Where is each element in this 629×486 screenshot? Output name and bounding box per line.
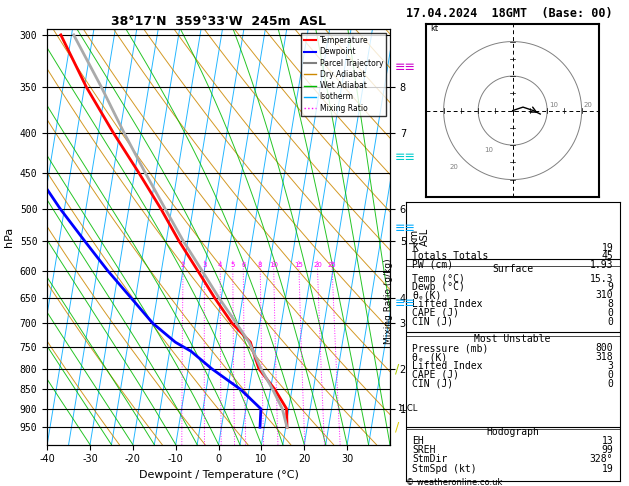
Text: PW (cm): PW (cm) xyxy=(412,260,454,270)
Text: 15.3: 15.3 xyxy=(589,274,613,283)
Text: 3: 3 xyxy=(203,262,207,268)
Text: ≡≡: ≡≡ xyxy=(395,222,416,235)
Text: /: / xyxy=(395,362,399,375)
Text: 0: 0 xyxy=(607,370,613,380)
Y-axis label: km
ASL: km ASL xyxy=(409,228,430,246)
Text: 1LCL: 1LCL xyxy=(397,404,417,413)
Text: EH: EH xyxy=(412,436,424,446)
Text: Temp (°C): Temp (°C) xyxy=(412,274,465,283)
Text: 19: 19 xyxy=(601,243,613,253)
Text: 19: 19 xyxy=(601,464,613,473)
Text: 318: 318 xyxy=(596,352,613,362)
Text: Hodograph: Hodograph xyxy=(486,427,539,437)
Text: kt: kt xyxy=(430,24,438,33)
Text: Pressure (mb): Pressure (mb) xyxy=(412,343,489,353)
Text: K: K xyxy=(412,243,418,253)
Text: 4: 4 xyxy=(218,262,223,268)
Text: Dewp (°C): Dewp (°C) xyxy=(412,282,465,292)
Text: StmDir: StmDir xyxy=(412,454,447,464)
Text: 15: 15 xyxy=(294,262,303,268)
Legend: Temperature, Dewpoint, Parcel Trajectory, Dry Adiabat, Wet Adiabat, Isotherm, Mi: Temperature, Dewpoint, Parcel Trajectory… xyxy=(301,33,386,116)
Text: CIN (J): CIN (J) xyxy=(412,379,454,389)
Text: SREH: SREH xyxy=(412,445,436,455)
Text: θₑ(K): θₑ(K) xyxy=(412,290,442,300)
Text: 2: 2 xyxy=(181,262,185,268)
Text: 25: 25 xyxy=(328,262,337,268)
Text: 0: 0 xyxy=(607,308,613,318)
Text: 9: 9 xyxy=(607,282,613,292)
Text: 13: 13 xyxy=(601,436,613,446)
Text: 10: 10 xyxy=(269,262,278,268)
X-axis label: Dewpoint / Temperature (°C): Dewpoint / Temperature (°C) xyxy=(138,470,299,480)
Text: CAPE (J): CAPE (J) xyxy=(412,370,459,380)
Text: 8: 8 xyxy=(258,262,262,268)
Text: CIN (J): CIN (J) xyxy=(412,316,454,327)
Text: Totals Totals: Totals Totals xyxy=(412,251,489,261)
Text: Lifted Index: Lifted Index xyxy=(412,361,482,371)
Text: ≡≡: ≡≡ xyxy=(395,151,416,164)
Text: Mixing Ratio (g/kg): Mixing Ratio (g/kg) xyxy=(384,259,393,344)
Text: 10: 10 xyxy=(484,147,493,153)
Text: 17.04.2024  18GMT  (Base: 00): 17.04.2024 18GMT (Base: 00) xyxy=(406,7,612,20)
Text: 99: 99 xyxy=(601,445,613,455)
Text: StmSpd (kt): StmSpd (kt) xyxy=(412,464,477,473)
Text: ≡≡: ≡≡ xyxy=(395,297,416,310)
Text: /: / xyxy=(395,421,399,434)
Text: 3: 3 xyxy=(607,361,613,371)
Text: CAPE (J): CAPE (J) xyxy=(412,308,459,318)
Text: 0: 0 xyxy=(607,316,613,327)
Text: 5: 5 xyxy=(231,262,235,268)
Text: 20: 20 xyxy=(450,164,459,170)
Text: Lifted Index: Lifted Index xyxy=(412,299,482,309)
Text: θₑ (K): θₑ (K) xyxy=(412,352,447,362)
Text: ≡≡: ≡≡ xyxy=(395,61,416,74)
Text: 1.93: 1.93 xyxy=(589,260,613,270)
Text: 310: 310 xyxy=(596,290,613,300)
Text: Surface: Surface xyxy=(492,264,533,274)
Text: Most Unstable: Most Unstable xyxy=(474,334,551,344)
Text: 45: 45 xyxy=(601,251,613,261)
Text: 800: 800 xyxy=(596,343,613,353)
Text: 6: 6 xyxy=(241,262,245,268)
Text: 10: 10 xyxy=(549,102,558,108)
Text: 8: 8 xyxy=(607,299,613,309)
Text: 328°: 328° xyxy=(589,454,613,464)
Text: 20: 20 xyxy=(583,102,593,108)
Y-axis label: hPa: hPa xyxy=(4,227,14,247)
Text: 20: 20 xyxy=(313,262,322,268)
Text: © weatheronline.co.uk: © weatheronline.co.uk xyxy=(406,478,502,486)
Text: 0: 0 xyxy=(607,379,613,389)
Title: 38°17'N  359°33'W  245m  ASL: 38°17'N 359°33'W 245m ASL xyxy=(111,15,326,28)
